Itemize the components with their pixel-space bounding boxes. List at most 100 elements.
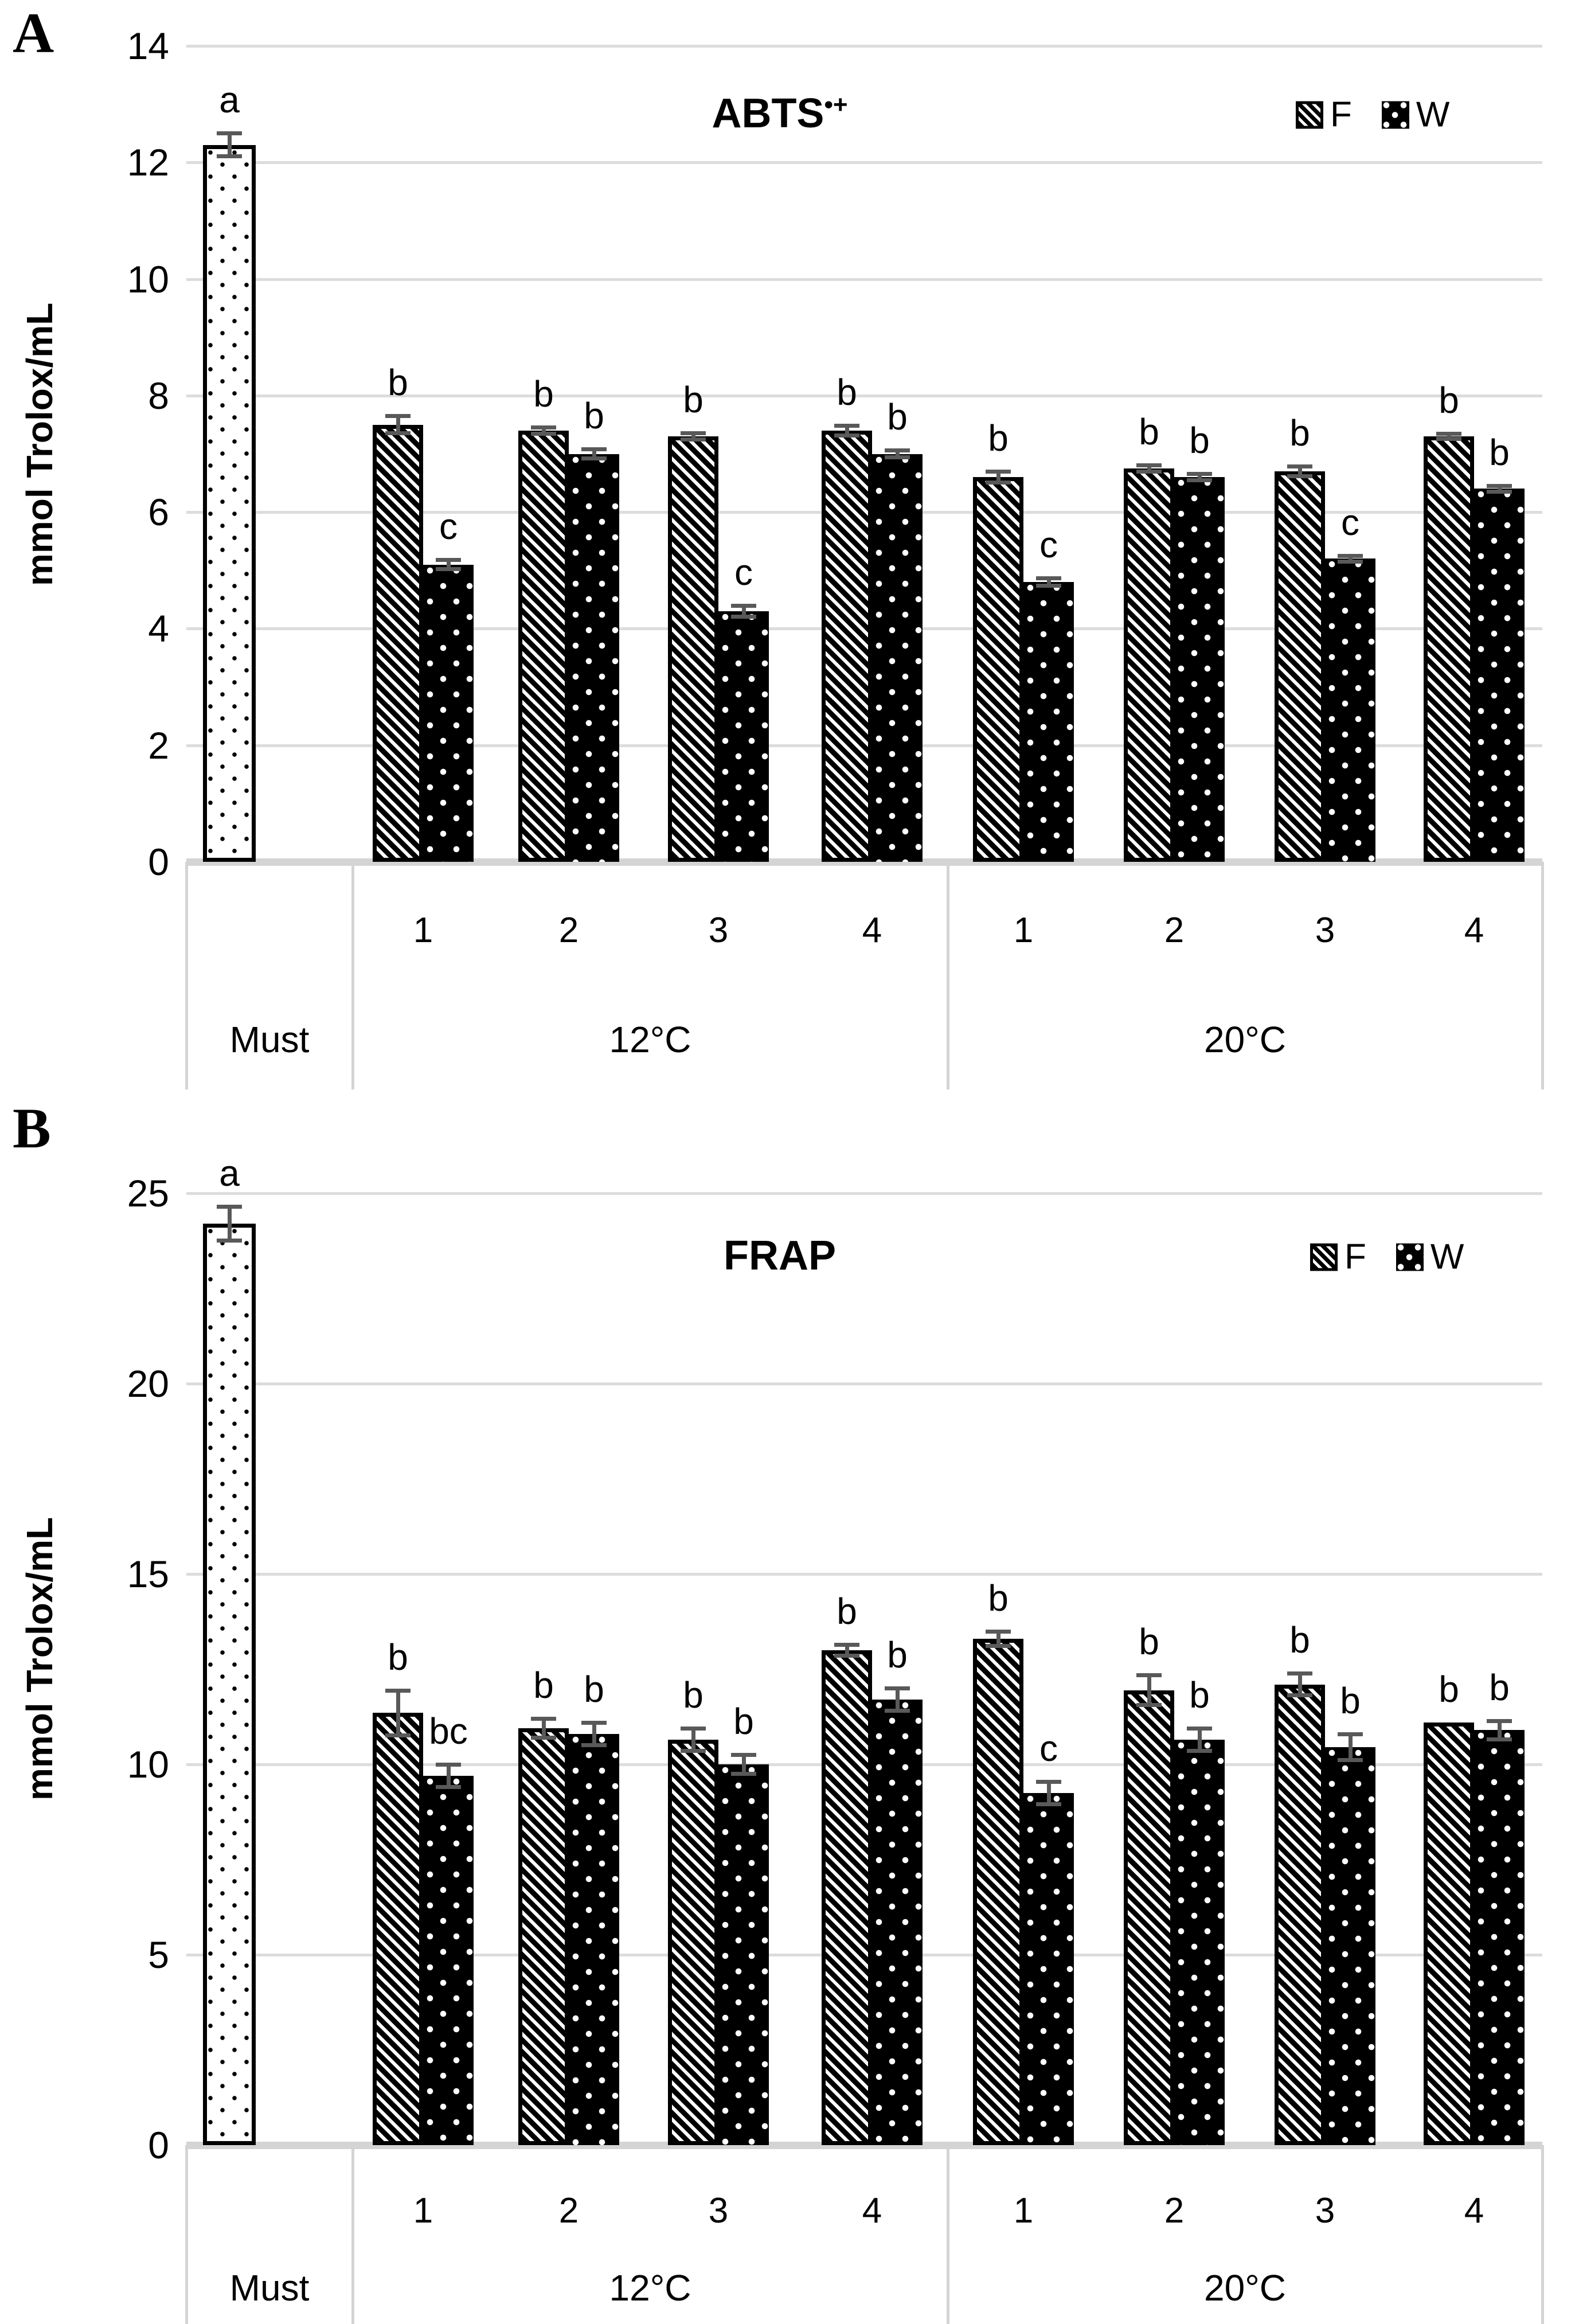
- panel-a-y-axis-title: mmol Trolox/mL: [19, 302, 60, 586]
- significance-letter: b: [1189, 420, 1210, 462]
- bar-f: [1424, 436, 1474, 862]
- error-bar-cap: [681, 431, 706, 435]
- legend-w-label: W: [1430, 1237, 1464, 1277]
- error-bar: [1498, 486, 1502, 492]
- error-bar-cap: [1436, 437, 1461, 442]
- error-bar-cap: [385, 414, 411, 419]
- bar-f: [973, 1638, 1023, 2145]
- bar-w: [1325, 558, 1375, 862]
- significance-letter: b: [1340, 1679, 1361, 1721]
- bar-f: [373, 424, 423, 862]
- error-bar-cap: [1487, 1737, 1512, 1741]
- y-tick-label: 6: [148, 491, 169, 534]
- error-bar: [228, 1206, 232, 1241]
- error-bar-cap: [681, 1748, 706, 1753]
- x-tick-label: 1: [1013, 911, 1034, 950]
- gridline: [186, 394, 1542, 397]
- x-tick-label: 3: [708, 911, 729, 950]
- bar-w: [569, 1733, 619, 2145]
- significance-letter: b: [1439, 379, 1459, 421]
- error-bar: [1298, 466, 1302, 477]
- column-divider: [185, 2145, 188, 2324]
- error-bar-cap: [581, 1743, 607, 1747]
- error-bar: [1198, 474, 1202, 481]
- significance-letter: b: [1439, 1668, 1459, 1710]
- error-bar-cap: [681, 438, 706, 442]
- significance-letter: c: [439, 506, 458, 548]
- error-bar: [996, 471, 1000, 483]
- error-bar-cap: [1338, 1758, 1363, 1763]
- error-bar-cap: [731, 603, 756, 608]
- error-bar-cap: [581, 456, 607, 460]
- panel-a: A ABTS•+ mmol Trolox/mL F W 14 12 10 8 6 4 2 0 M…: [0, 0, 1579, 1089]
- bar-f: [518, 1728, 569, 2145]
- y-tick-label: 8: [148, 374, 169, 417]
- error-bar-cap: [731, 1753, 756, 1757]
- error-bar-cap: [1338, 554, 1363, 558]
- x-tick-label: 1: [413, 911, 433, 950]
- panel-b-legend: F W: [1310, 1237, 1464, 1278]
- bar-w: [1474, 1730, 1525, 2145]
- error-bar: [1447, 433, 1451, 440]
- y-tick-label: 5: [148, 1934, 169, 1976]
- error-bar-cap: [986, 469, 1011, 474]
- error-bar: [1198, 1728, 1202, 1751]
- gridline: [186, 45, 1542, 48]
- error-bar-cap: [1287, 464, 1312, 468]
- error-bar-cap: [436, 567, 461, 571]
- bar-w: [1023, 1792, 1074, 2145]
- error-bar: [542, 1718, 546, 1738]
- error-bar-cap: [385, 1733, 411, 1738]
- error-bar: [996, 1631, 1000, 1647]
- y-tick-label: 0: [148, 2124, 169, 2166]
- error-bar: [896, 1688, 900, 1712]
- error-bar-cap: [217, 1205, 242, 1209]
- error-bar-cap: [436, 1784, 461, 1789]
- x-tick-label: 1: [413, 2191, 433, 2231]
- error-bar-cap: [1287, 1693, 1312, 1698]
- must-bar: [203, 144, 256, 862]
- panel-a-legend: F W: [1296, 95, 1449, 135]
- error-bar-cap: [531, 1735, 556, 1740]
- x-tick-label: 3: [1315, 911, 1335, 950]
- error-bar: [742, 605, 746, 618]
- significance-letter: b: [533, 1665, 554, 1706]
- error-bar-cap: [1338, 1732, 1363, 1736]
- error-bar-cap: [1036, 584, 1061, 588]
- must-label: Must: [229, 1019, 310, 1060]
- error-bar-cap: [436, 1763, 461, 1767]
- x-tick-label: 4: [862, 2191, 882, 2231]
- error-bar-cap: [217, 1239, 242, 1243]
- error-bar: [592, 449, 596, 459]
- bar-f: [668, 1739, 718, 2145]
- error-bar-cap: [1187, 478, 1212, 483]
- x-tick-label: 2: [558, 911, 579, 950]
- error-bar-cap: [1136, 1673, 1162, 1677]
- error-bar-cap: [885, 1709, 910, 1713]
- error-bar: [1047, 577, 1051, 587]
- error-bar: [1147, 1674, 1151, 1706]
- bar-w: [718, 1764, 769, 2145]
- significance-letter: b: [388, 1636, 408, 1678]
- significance-letter: b: [683, 378, 703, 420]
- error-bar-cap: [731, 615, 756, 619]
- x-tick-label: 2: [558, 2191, 579, 2231]
- error-bar-cap: [1436, 431, 1461, 436]
- panel-b-chart-title: FRAP: [724, 1232, 836, 1279]
- error-bar-cap: [681, 1726, 706, 1731]
- error-bar-cap: [1287, 474, 1312, 479]
- gridline: [186, 278, 1542, 281]
- legend-w-label: W: [1416, 95, 1450, 135]
- error-bar-cap: [581, 1720, 607, 1725]
- legend-f-swatch-icon: [1296, 101, 1323, 128]
- error-bar: [1147, 464, 1151, 472]
- error-bar: [691, 1728, 695, 1751]
- panel-a-chart-title: ABTS•+: [712, 90, 847, 137]
- temperature-label: 12°C: [609, 2267, 691, 2309]
- error-bar: [396, 416, 400, 433]
- gridline: [186, 161, 1542, 165]
- error-bar-cap: [1487, 489, 1512, 494]
- error-bar-cap: [834, 1642, 859, 1647]
- error-bar-cap: [1187, 1748, 1212, 1753]
- error-bar-cap: [385, 1688, 411, 1693]
